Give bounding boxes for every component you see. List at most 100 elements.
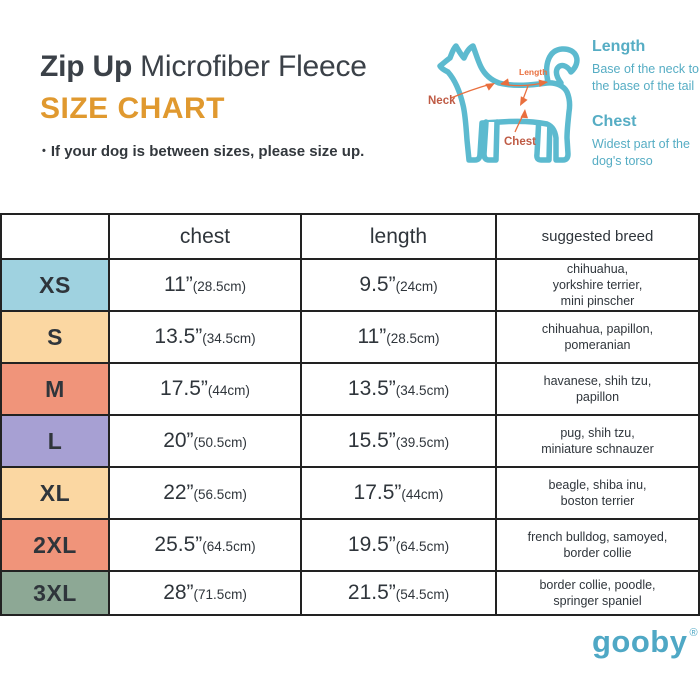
chest-cell: 13.5”(34.5cm) [108, 310, 302, 364]
header-length: length [300, 213, 497, 260]
neck-label: Neck [428, 95, 456, 107]
page-title-product: Zip Up [40, 50, 133, 83]
length-inches: 11” [357, 325, 387, 348]
dog-outline [437, 43, 573, 163]
page-title-material: Microfiber Fleece [140, 50, 367, 83]
size-cell: M [0, 362, 110, 416]
sizing-note: • If your dog is between sizes, please si… [42, 143, 364, 160]
chest-cm: (64.5cm) [202, 539, 256, 554]
length-inches: 19.5” [347, 533, 396, 556]
dog-diagram-svg: Neck Length Chest [428, 43, 580, 163]
legend-item-length: Length Base of the neck to the base of t… [592, 38, 700, 96]
chest-inches: 22” [163, 481, 194, 504]
chest-cm: (50.5cm) [193, 435, 247, 450]
gooby-logo-text: gooby [592, 624, 688, 659]
length-cm: (64.5cm) [395, 539, 450, 554]
chest-cell: 20”(50.5cm) [108, 414, 302, 468]
length-cm: (54.5cm) [395, 587, 450, 602]
legend-length-desc: Base of the neck to the base of the tail [592, 62, 700, 94]
length-cell: 21.5”(54.5cm) [300, 570, 497, 616]
size-cell: XS [0, 258, 110, 312]
chest-cm: (44cm) [207, 383, 250, 398]
dog-measurement-diagram: Neck Length Chest [420, 20, 580, 165]
table-row-xl: XL 22”(56.5cm) 17.5”(44cm) beagle, shiba… [0, 466, 700, 520]
dog-far-rear-leg [534, 113, 553, 163]
size-cell: L [0, 414, 110, 468]
breed-cell: chihuahua, yorkshire terrier, mini pinsc… [495, 258, 700, 312]
chest-cell: 28”(71.5cm) [108, 570, 302, 616]
chest-arrowhead-lower [520, 109, 529, 119]
breed-cell: french bulldog, samoyed, border collie [495, 518, 700, 572]
table-row-3xl: 3XL 28”(71.5cm) 21.5”(54.5cm) border col… [0, 570, 700, 616]
length-inches: 15.5” [347, 429, 396, 452]
length-arrowhead-left [500, 78, 510, 86]
table-row-l: L 20”(50.5cm) 15.5”(39.5cm) pug, shih tz… [0, 414, 700, 468]
header-size [0, 213, 110, 260]
note-text: If your dog is between sizes, please siz… [50, 143, 365, 160]
chest-cell: 25.5”(64.5cm) [108, 518, 302, 572]
size-chart-table: chest length suggested breed XS 11”(28.5… [0, 213, 700, 616]
chest-cell: 11”(28.5cm) [108, 258, 302, 312]
breed-cell: pug, shih tzu, miniature schnauzer [495, 414, 700, 468]
length-cm: (34.5cm) [395, 383, 450, 398]
table-row-s: S 13.5”(34.5cm) 11”(28.5cm) chihuahua, p… [0, 310, 700, 364]
header-suggested-breed: suggested breed [495, 213, 700, 260]
length-cell: 17.5”(44cm) [300, 466, 497, 520]
breed-cell: chihuahua, papillon, pomeranian [495, 310, 700, 364]
table-row-m: M 17.5”(44cm) 13.5”(34.5cm) havanese, sh… [0, 362, 700, 416]
legend-chest-title: Chest [592, 112, 637, 130]
length-cm: (44cm) [401, 487, 444, 502]
header-chest: chest [108, 213, 302, 260]
gooby-logo: gooby ® [592, 624, 698, 660]
chest-cm: (34.5cm) [202, 331, 256, 346]
chest-cm: (71.5cm) [193, 587, 247, 602]
breed-cell: border collie, poodle, springer spaniel [495, 570, 700, 616]
dog-near-front-leg [481, 119, 500, 163]
chest-inches: 28” [163, 581, 194, 604]
breed-cell: havanese, shih tzu, papillon [495, 362, 700, 416]
length-cell: 13.5”(34.5cm) [300, 362, 497, 416]
size-cell: 2XL [0, 518, 110, 572]
size-cell: XL [0, 466, 110, 520]
breed-cell: beagle, shiba inu, boston terrier [495, 466, 700, 520]
legend-item-chest: Chest Widest part of the dog's torso [592, 113, 700, 171]
length-arrowhead-right [538, 79, 548, 88]
note-bullet-icon: • [42, 145, 46, 157]
length-inches: 21.5” [347, 581, 396, 604]
legend-chest-desc: Widest part of the dog's torso [592, 136, 690, 168]
length-inches: 13.5” [347, 377, 396, 400]
measurement-legend: Length Base of the neck to the base of t… [592, 38, 700, 187]
chest-arrowhead-upper [520, 96, 528, 106]
length-cell: 15.5”(39.5cm) [300, 414, 497, 468]
length-inches: 17.5” [353, 481, 402, 504]
chest-label: Chest [504, 136, 536, 148]
neck-arrowhead [485, 83, 495, 91]
length-cm: (39.5cm) [395, 435, 450, 450]
chest-cell: 17.5”(44cm) [108, 362, 302, 416]
size-chart-heading: SIZE CHART [40, 92, 225, 125]
table-row-2xl: 2XL 25.5”(64.5cm) 19.5”(64.5cm) french b… [0, 518, 700, 572]
legend-length-title: Length [592, 38, 646, 55]
length-cm: (24cm) [395, 279, 438, 294]
length-label: Length [519, 67, 547, 77]
table-header-row: chest length suggested breed [0, 213, 700, 260]
chest-cell: 22”(56.5cm) [108, 466, 302, 520]
table-row-xs: XS 11”(28.5cm) 9.5”(24cm) chihuahua, yor… [0, 258, 700, 312]
chest-cm: (56.5cm) [193, 487, 247, 502]
length-cell: 9.5”(24cm) [300, 258, 497, 312]
length-inches: 9.5” [359, 273, 396, 296]
chest-inches: 13.5” [154, 325, 203, 348]
dog-tail [543, 46, 580, 86]
length-cell: 19.5”(64.5cm) [300, 518, 497, 572]
chest-cm: (28.5cm) [192, 279, 247, 294]
chest-inches: 20” [163, 429, 194, 452]
chest-inches: 17.5” [160, 377, 208, 400]
size-cell: 3XL [0, 570, 110, 616]
size-cell: S [0, 310, 110, 364]
length-cm: (28.5cm) [386, 331, 440, 346]
length-cell: 11”(28.5cm) [300, 310, 497, 364]
page-title: Zip Up Microfiber Fleece [40, 50, 367, 84]
registered-mark: ® [689, 627, 698, 639]
chest-inches: 11” [163, 273, 193, 296]
chest-inches: 25.5” [154, 533, 203, 556]
